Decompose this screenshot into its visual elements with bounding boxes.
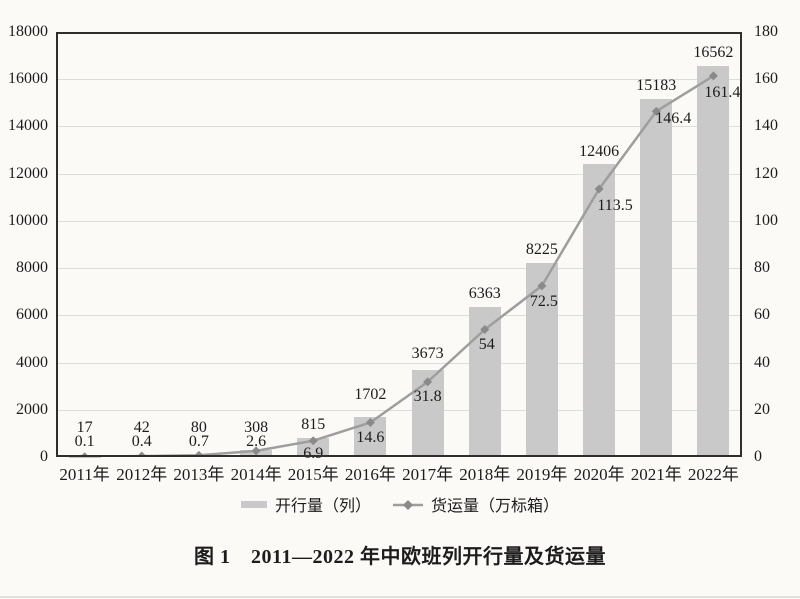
chart-legend: 开行量（列） 货运量（万标箱） bbox=[0, 492, 800, 516]
x-tick-label: 2016年 bbox=[344, 465, 396, 484]
bar-value-label: 1702 bbox=[354, 386, 387, 404]
bar-2016年 bbox=[354, 416, 387, 457]
bar-2019年 bbox=[525, 262, 558, 457]
y-right-tick-label: 80 bbox=[754, 259, 770, 277]
y-left-tick-label: 10000 bbox=[8, 211, 48, 229]
line-value-label: 6.9 bbox=[303, 445, 324, 463]
y-right-tick-label: 160 bbox=[754, 70, 778, 88]
line-value-label: 54 bbox=[478, 336, 495, 353]
bar-value-label: 16562 bbox=[693, 44, 734, 62]
legend-line-series-label: 货运量（万标箱） bbox=[431, 498, 560, 515]
gridline bbox=[56, 173, 742, 175]
chart-plot-area: 17 42 80 308 815 1702 3673 6363 8225 12406 15183 16… bbox=[56, 32, 742, 462]
bar-value-label: 42 bbox=[133, 418, 150, 436]
y-left-tick-label: 6000 bbox=[16, 306, 48, 324]
y-right-tick-label: 120 bbox=[754, 164, 778, 182]
bar-value-label: 80 bbox=[190, 418, 207, 436]
line-value-label: 72.5 bbox=[529, 293, 558, 311]
line-point-marker-icon bbox=[137, 451, 147, 457]
y-right-tick-label: 0 bbox=[754, 448, 762, 465]
x-tick-label: 2017年 bbox=[402, 465, 454, 484]
x-tick-label: 2022年 bbox=[687, 465, 739, 484]
bar-2017年 bbox=[411, 370, 444, 457]
line-point-marker-icon bbox=[537, 281, 547, 291]
bar-series-swatch-icon bbox=[240, 500, 267, 508]
line-value-label: 0.7 bbox=[188, 433, 209, 450]
bar-value-label: 15183 bbox=[636, 77, 677, 94]
line-value-label: 113.5 bbox=[597, 196, 633, 214]
line-point-marker-icon bbox=[80, 452, 90, 457]
gridline bbox=[56, 220, 742, 222]
gridline bbox=[56, 362, 742, 364]
x-tick-label: 2018年 bbox=[459, 465, 511, 484]
x-tick-label: 2011年 bbox=[59, 465, 110, 484]
gridline bbox=[56, 79, 742, 81]
legend-bar-series-label: 开行量（列） bbox=[274, 498, 371, 515]
line-point-marker-icon bbox=[651, 106, 661, 116]
y-left-tick-label: 12000 bbox=[8, 164, 48, 182]
line-value-label: 31.8 bbox=[413, 388, 442, 406]
page-bottom-divider bbox=[0, 596, 800, 598]
y-right-tick-label: 60 bbox=[754, 306, 770, 324]
x-tick-label: 2021年 bbox=[630, 465, 682, 484]
line-point-marker-icon bbox=[308, 436, 318, 446]
line-point-marker-icon bbox=[423, 377, 433, 387]
x-tick-label: 2019年 bbox=[516, 465, 568, 484]
y-left-tick-label: 2000 bbox=[16, 400, 48, 418]
gridline bbox=[56, 315, 742, 317]
x-tick-label: 2013年 bbox=[173, 465, 225, 484]
bar-value-label: 12406 bbox=[579, 142, 620, 160]
line-value-label: 2.6 bbox=[246, 433, 267, 450]
bar-2018年 bbox=[468, 306, 501, 457]
line-value-label: 161.4 bbox=[704, 84, 741, 102]
line-point-marker-icon bbox=[708, 71, 718, 81]
line-point-marker-icon bbox=[194, 450, 204, 457]
line-point-marker-icon bbox=[594, 184, 604, 194]
y-left-tick-label: 14000 bbox=[8, 117, 48, 135]
y-left-tick-label: 18000 bbox=[8, 23, 48, 40]
y-left-tick-label: 16000 bbox=[8, 70, 48, 88]
figure-caption: 图 1 2011—2022 年中欧班列开行量及货运量 bbox=[194, 546, 606, 568]
x-tick-label: 2012年 bbox=[116, 465, 168, 484]
y-right-tick-label: 100 bbox=[754, 211, 778, 229]
y-right-tick-label: 180 bbox=[754, 23, 778, 40]
x-tick-label: 2020年 bbox=[573, 465, 625, 484]
y-right-tick-label: 140 bbox=[754, 117, 778, 135]
y-left-tick-label: 0 bbox=[40, 448, 48, 465]
bar-value-label: 3673 bbox=[411, 344, 444, 362]
bar-value-label: 308 bbox=[244, 418, 269, 436]
bar-2012年 bbox=[125, 456, 158, 457]
bar-value-label: 6363 bbox=[468, 285, 501, 303]
legend-item-bar-series: 开行量（列） bbox=[240, 492, 371, 516]
y-left-tick-label: 8000 bbox=[16, 259, 48, 277]
gridline bbox=[56, 268, 742, 270]
line-point-marker-icon bbox=[251, 446, 261, 456]
line-value-label: 146.4 bbox=[655, 109, 692, 127]
gridline bbox=[56, 126, 742, 128]
legend-item-line-series: 货运量（万标箱） bbox=[393, 492, 559, 516]
y-right-tick-label: 20 bbox=[754, 400, 770, 418]
bar-2013年 bbox=[182, 455, 215, 457]
bar-2021年 bbox=[640, 98, 673, 457]
line-point-marker-icon bbox=[480, 325, 490, 334]
line-value-label: 0.1 bbox=[74, 433, 95, 450]
line-value-label: 14.6 bbox=[356, 429, 385, 447]
bar-value-label: 815 bbox=[301, 416, 326, 434]
bar-value-label: 8225 bbox=[525, 241, 558, 259]
y-left-tick-label: 4000 bbox=[16, 353, 48, 371]
line-value-label: 0.4 bbox=[131, 433, 152, 450]
gridline bbox=[56, 409, 742, 411]
freight-volume-line bbox=[80, 71, 718, 457]
bar-2022年 bbox=[697, 65, 730, 457]
bar-value-label: 17 bbox=[76, 418, 93, 436]
y-right-tick-label: 40 bbox=[754, 353, 770, 371]
bar-2014年 bbox=[240, 449, 273, 457]
bar-2020年 bbox=[583, 164, 616, 457]
x-tick-label: 2015年 bbox=[287, 465, 339, 484]
bar-2015年 bbox=[297, 437, 330, 457]
line-point-marker-icon bbox=[365, 418, 375, 428]
line-series-swatch-icon bbox=[393, 498, 423, 510]
x-tick-label: 2014年 bbox=[230, 465, 282, 484]
